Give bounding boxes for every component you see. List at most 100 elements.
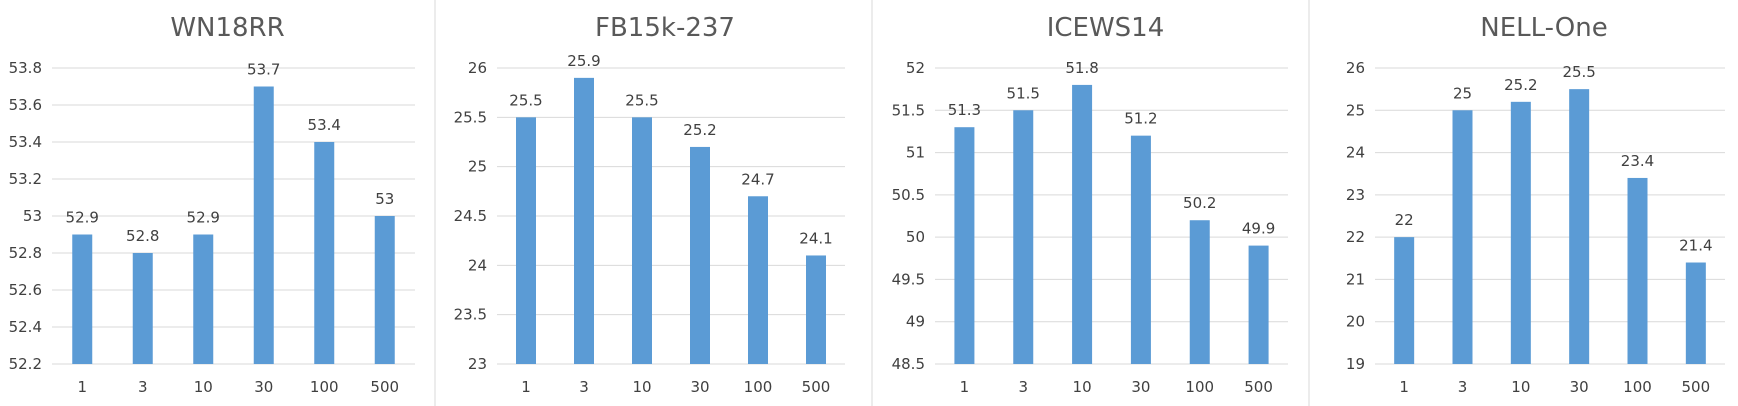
bar [314, 142, 335, 364]
y-tick-label: 49 [906, 313, 925, 331]
bar [954, 127, 975, 364]
chart-title: FB15k-237 [595, 13, 735, 43]
y-tick-label: 24 [1346, 144, 1365, 162]
bar [132, 253, 153, 364]
chart-title: WN18RR [170, 13, 284, 43]
x-tick-label: 10 [632, 378, 651, 396]
data-label: 24.1 [799, 229, 832, 247]
x-tick-label: 10 [1511, 378, 1530, 396]
chart-panel-3: ICEWS14 48.5 49 49.5 50 50.5 51 51.5 52 51.3 1 51.5… [892, 13, 1288, 396]
bar [1569, 89, 1590, 365]
bar [1130, 135, 1151, 364]
data-label: 25.2 [1504, 76, 1537, 94]
bar [1189, 220, 1210, 364]
x-tick-label: 500 [1682, 378, 1711, 396]
x-tick-label: 100 [744, 378, 773, 396]
data-label: 53 [375, 190, 394, 208]
x-tick-label: 30 [690, 378, 709, 396]
data-label: 25 [1453, 84, 1472, 102]
chart-panel-4: NELL-One 19 20 21 22 23 24 25 26 22 1 25 3 25.2 10 25.5… [1346, 13, 1725, 396]
data-label: 22 [1395, 211, 1414, 229]
y-tick-label: 53.6 [9, 96, 42, 114]
y-tick-label: 25 [468, 158, 487, 176]
bar [1627, 177, 1648, 364]
x-tick-label: 3 [1458, 378, 1468, 396]
data-label: 25.5 [509, 91, 542, 109]
bar [1394, 237, 1415, 364]
bar [1072, 84, 1093, 365]
y-tick-label: 53.4 [9, 133, 42, 151]
bar [1452, 110, 1473, 365]
y-tick-label: 21 [1346, 270, 1365, 288]
data-label: 52.9 [66, 209, 99, 227]
data-label: 25.5 [1562, 63, 1595, 81]
bar [253, 86, 274, 364]
y-tick-label: 25.5 [454, 108, 487, 126]
y-tick-label: 52 [906, 59, 925, 77]
data-label: 51.2 [1124, 110, 1157, 128]
bar [690, 146, 710, 364]
data-label: 52.9 [187, 209, 220, 227]
y-tick-label: 24 [468, 256, 487, 274]
data-label: 21.4 [1679, 237, 1712, 255]
bar [632, 117, 652, 364]
y-tick-label: 50.5 [892, 186, 925, 204]
data-label: 25.9 [567, 52, 600, 70]
x-tick-label: 100 [310, 378, 339, 396]
y-tick-label: 50 [906, 228, 925, 246]
data-label: 51.8 [1065, 59, 1098, 77]
bar [574, 77, 594, 364]
y-tick-label: 26 [1346, 59, 1365, 77]
y-tick-label: 49.5 [892, 270, 925, 288]
x-tick-label: 30 [254, 378, 273, 396]
y-tick-label: 22 [1346, 228, 1365, 246]
data-label: 50.2 [1183, 194, 1216, 212]
y-tick-label: 23 [468, 355, 487, 373]
data-label: 49.9 [1242, 220, 1275, 238]
x-tick-label: 3 [579, 378, 589, 396]
y-tick-label: 25 [1346, 101, 1365, 119]
y-tick-label: 48.5 [892, 355, 925, 373]
chart-panel-2: FB15k-237 23 23.5 24 24.5 25 25.5 26 25.5 1 25.9 3 2… [454, 13, 845, 396]
bar [374, 216, 395, 364]
data-label: 52.8 [126, 227, 159, 245]
bar [516, 117, 536, 364]
y-tick-label: 52.2 [9, 355, 42, 373]
bar [1510, 101, 1531, 364]
bar [748, 196, 768, 364]
x-tick-label: 30 [1131, 378, 1150, 396]
y-tick-label: 20 [1346, 313, 1365, 331]
x-tick-label: 100 [1623, 378, 1652, 396]
data-label: 25.5 [625, 91, 658, 109]
y-tick-label: 52.4 [9, 318, 42, 336]
bar [1685, 262, 1706, 364]
y-tick-label: 51 [906, 144, 925, 162]
data-label: 25.2 [683, 121, 716, 139]
bar [806, 255, 826, 364]
y-tick-label: 51.5 [892, 101, 925, 119]
y-tick-label: 53.8 [9, 59, 42, 77]
x-tick-label: 10 [194, 378, 213, 396]
y-tick-label: 53.2 [9, 170, 42, 188]
y-tick-label: 23 [1346, 186, 1365, 204]
x-tick-label: 3 [1018, 378, 1028, 396]
y-tick-label: 26 [468, 59, 487, 77]
bar [193, 234, 214, 364]
x-tick-label: 100 [1185, 378, 1214, 396]
x-tick-label: 3 [138, 378, 148, 396]
x-tick-label: 1 [1399, 378, 1409, 396]
chart-title: NELL-One [1480, 13, 1607, 43]
data-label: 51.3 [948, 101, 981, 119]
x-tick-label: 1 [521, 378, 531, 396]
y-tick-label: 23.5 [454, 306, 487, 324]
data-label: 24.7 [741, 170, 774, 188]
data-label: 53.4 [308, 116, 341, 134]
bar [1248, 245, 1269, 364]
data-label: 23.4 [1621, 152, 1654, 170]
data-label: 51.5 [1007, 84, 1040, 102]
y-tick-label: 19 [1346, 355, 1365, 373]
x-tick-label: 500 [802, 378, 831, 396]
data-label: 53.7 [247, 61, 280, 79]
chart-panel-1: WN18RR 52.2 52.4 52.6 52.8 53 53.2 53.4 53.6 53.8… [9, 13, 415, 396]
